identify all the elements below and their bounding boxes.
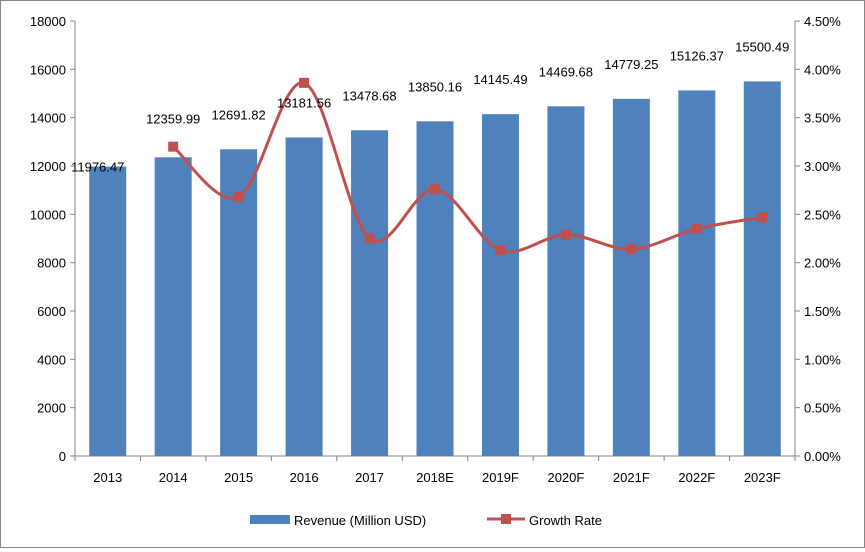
x-tick-label: 2017 — [355, 470, 384, 485]
left-tick-label: 0 — [59, 449, 66, 464]
growth-rate-marker — [299, 77, 310, 88]
x-tick-label: 2015 — [224, 470, 253, 485]
x-tick-label: 2013 — [93, 470, 122, 485]
revenue-bar — [547, 106, 585, 456]
x-tick-label: 2019F — [482, 470, 519, 485]
revenue-data-label: 12359.99 — [146, 111, 200, 126]
right-tick-label: 3.00% — [804, 159, 841, 174]
revenue-data-label: 13181.56 — [277, 95, 331, 110]
legend-revenue-label: Revenue (Million USD) — [294, 513, 426, 528]
revenue-data-label: 15126.37 — [670, 48, 724, 63]
left-tick-label: 2000 — [37, 401, 66, 416]
growth-rate-marker — [168, 141, 179, 152]
revenue-data-label: 11976.47 — [71, 160, 124, 175]
revenue-data-label: 12691.82 — [212, 107, 266, 122]
growth-rate-marker — [560, 229, 571, 240]
revenue-bar — [743, 81, 781, 457]
revenue-data-label: 14779.25 — [604, 57, 658, 72]
left-tick-label: 4000 — [37, 352, 66, 367]
left-tick-label: 16000 — [30, 62, 66, 77]
left-tick-label: 18000 — [30, 14, 66, 29]
growth-rate-marker — [691, 223, 702, 234]
right-tick-label: 3.50% — [804, 111, 841, 126]
revenue-bar — [612, 98, 650, 457]
legend-growth-marker — [501, 514, 511, 524]
left-tick-label: 6000 — [37, 304, 66, 319]
right-tick-label: 1.00% — [804, 352, 841, 367]
x-tick-label: 2016 — [290, 470, 319, 485]
revenue-data-label: 15500.49 — [735, 39, 789, 54]
revenue-data-label: 14469.68 — [539, 64, 593, 79]
growth-rate-marker — [626, 244, 637, 255]
left-tick-label: 8000 — [37, 256, 66, 271]
revenue-data-label: 14145.49 — [473, 72, 527, 87]
revenue-bar — [285, 137, 323, 457]
x-tick-label: 2023F — [744, 470, 781, 485]
legend-growth-label: Growth Rate — [529, 513, 602, 528]
revenue-bar — [89, 166, 127, 456]
revenue-data-label: 13850.16 — [408, 79, 462, 94]
growth-rate-marker — [495, 245, 506, 256]
left-tick-label: 12000 — [30, 159, 66, 174]
growth-rate-marker — [430, 184, 440, 195]
left-tick-label: 14000 — [30, 111, 66, 126]
growth-rate-marker — [364, 233, 375, 244]
right-tick-label: 1.50% — [804, 304, 841, 319]
x-tick-label: 2022F — [678, 470, 715, 485]
right-tick-label: 4.50% — [804, 14, 841, 29]
revenue-bar — [481, 114, 519, 456]
right-tick-label: 0.00% — [804, 449, 841, 464]
x-tick-label: 2018E — [416, 470, 454, 485]
growth-rate-marker — [233, 191, 244, 202]
legend-revenue-swatch — [250, 515, 290, 524]
x-tick-label: 2014 — [159, 470, 188, 485]
x-tick-label: 2021F — [613, 470, 650, 485]
x-tick-label: 2020F — [547, 470, 584, 485]
revenue-bar — [678, 90, 716, 457]
right-tick-label: 4.00% — [804, 62, 841, 77]
revenue-bar — [154, 157, 192, 457]
right-tick-label: 2.00% — [804, 256, 841, 271]
right-tick-label: 2.50% — [804, 207, 841, 222]
revenue-data-label: 13478.68 — [342, 88, 396, 103]
revenue-bar — [351, 130, 389, 456]
revenue-bar — [416, 121, 454, 456]
growth-rate-marker — [757, 212, 768, 223]
left-tick-label: 10000 — [30, 207, 66, 222]
right-tick-label: 0.50% — [804, 401, 841, 416]
